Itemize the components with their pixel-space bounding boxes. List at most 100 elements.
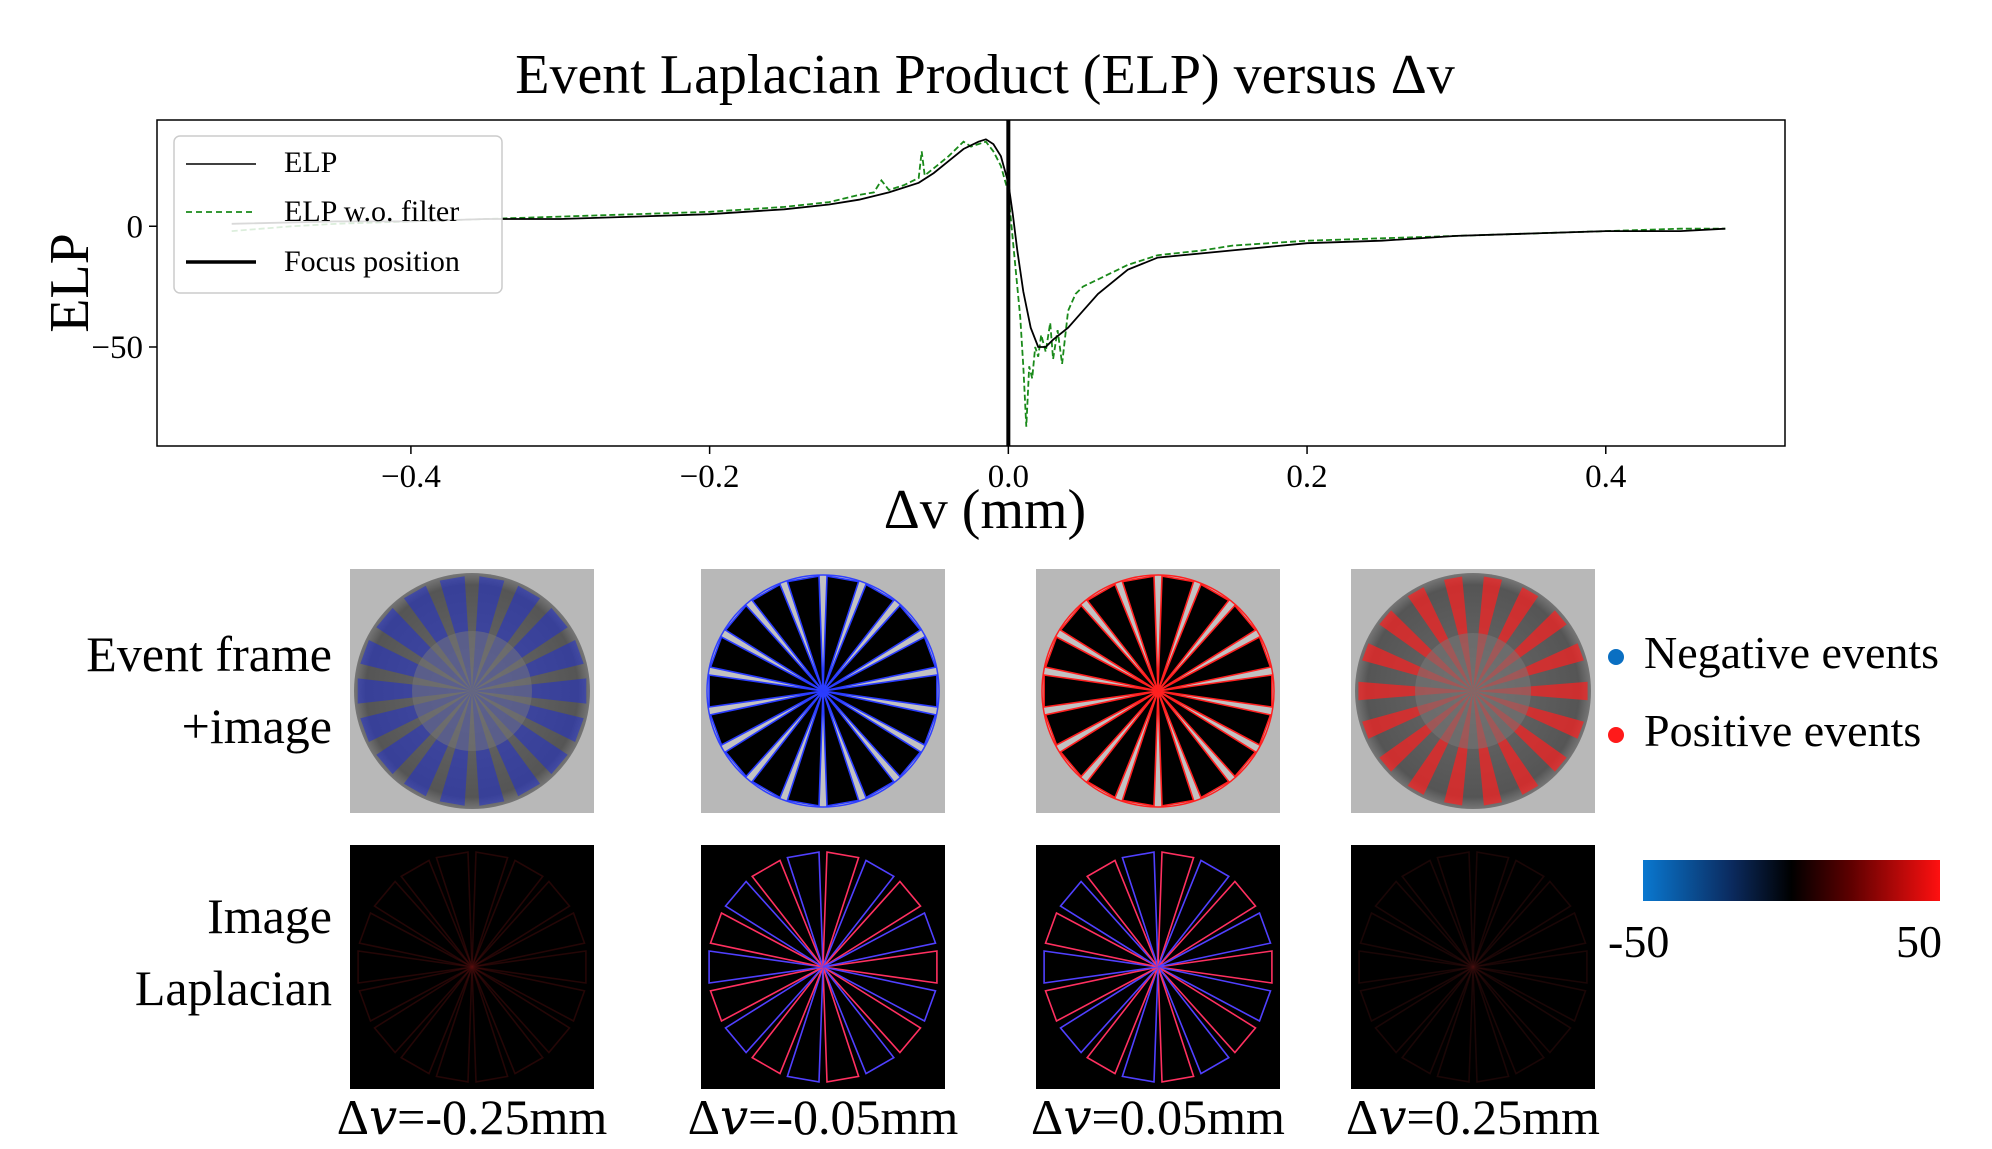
event-frame-tile-pos025	[1351, 569, 1595, 813]
star-spoke	[1157, 880, 1257, 968]
negative-dot-icon	[1608, 649, 1624, 666]
star-spoke	[1157, 690, 1257, 778]
star-spoke	[1358, 950, 1474, 984]
star-spoke	[1157, 575, 1195, 692]
star-spoke	[471, 851, 509, 968]
x-axis-label: Δv (mm)	[884, 479, 1086, 541]
star-spoke	[435, 851, 473, 968]
laplacian-tile-pos005	[1036, 845, 1280, 1089]
star-spoke	[471, 880, 571, 968]
star-spoke	[1472, 966, 1572, 1054]
star-spoke	[709, 966, 824, 1023]
star-spoke	[1043, 950, 1159, 984]
star-spoke	[708, 950, 824, 984]
star-spoke	[751, 690, 824, 799]
star-spoke	[471, 859, 544, 968]
chart-legend: ELP ELP w.o. filter Focus position	[173, 135, 503, 294]
positive-events-legend: Positive events	[1608, 704, 1921, 757]
row-label-event-frame: Event frame +image	[12, 618, 332, 762]
star-spoke	[1374, 880, 1474, 968]
star-spoke	[1472, 966, 1587, 1023]
star-spoke	[1157, 851, 1195, 968]
y-tick-label: 0	[127, 209, 144, 245]
star-spoke	[1121, 966, 1159, 1083]
star-spoke	[724, 966, 824, 1054]
star-spoke	[822, 575, 860, 692]
x-tick-label: 0.4	[1585, 459, 1626, 495]
caption-pos005: Δ𝑣=0.05mm	[1031, 1089, 1285, 1145]
laplacian-tile-neg005	[701, 845, 945, 1089]
star-spoke	[822, 851, 860, 968]
star-spoke	[1157, 966, 1257, 1054]
laplacian-colorbar	[1643, 860, 1940, 901]
negative-events-legend: Negative events	[1608, 626, 1939, 679]
star-spoke	[822, 966, 860, 1083]
row2-line2: Laplacian	[134, 960, 332, 1016]
star-spoke	[786, 966, 824, 1083]
star-spoke	[471, 966, 509, 1083]
star-spoke	[1157, 690, 1230, 799]
star-spoke	[1121, 575, 1159, 692]
star-spoke	[1472, 851, 1510, 968]
event-frame-tile-neg025	[350, 569, 594, 813]
star-spoke	[709, 911, 824, 968]
y-tick-label: −50	[91, 330, 143, 366]
star-spoke	[1401, 859, 1474, 968]
star-spoke	[1157, 674, 1273, 708]
star-spoke	[1059, 690, 1159, 778]
star-spoke	[373, 966, 473, 1054]
star-spoke	[1401, 966, 1474, 1075]
star-spoke	[1157, 690, 1195, 807]
row2-line1: Image	[207, 888, 332, 944]
star-spoke	[400, 859, 473, 968]
star-spoke	[1436, 851, 1474, 968]
star-spoke	[1157, 911, 1272, 968]
star-spoke	[1157, 583, 1230, 692]
x-tick-label: 0.2	[1286, 459, 1327, 495]
star-spoke	[1157, 690, 1272, 747]
laplacian-tile-pos025	[1351, 845, 1595, 1089]
star-spoke	[709, 690, 824, 747]
star-spoke	[471, 966, 544, 1075]
star-spoke	[1157, 859, 1230, 968]
star-spoke	[1059, 880, 1159, 968]
star-spoke	[1059, 966, 1159, 1054]
star-spoke	[1121, 851, 1159, 968]
star-spoke	[724, 690, 824, 778]
star-spoke	[1472, 966, 1545, 1075]
star-spoke	[471, 911, 586, 968]
negative-events-label: Negative events	[1644, 627, 1940, 678]
star-spoke	[357, 950, 473, 984]
event-frame-tile-pos005	[1036, 569, 1280, 813]
elp-no-filter-line	[231, 140, 1726, 427]
star-spoke	[471, 966, 586, 1023]
x-tick-label: 0.0	[988, 459, 1029, 495]
star-spoke	[400, 966, 473, 1075]
star-spoke	[1086, 966, 1159, 1075]
star-spoke	[709, 635, 824, 692]
star-spoke	[822, 966, 937, 1023]
colorbar-max-label: 50	[1896, 916, 1942, 967]
laplacian-tile-neg025	[350, 845, 594, 1089]
star-spoke	[822, 859, 895, 968]
star-spoke	[1043, 674, 1159, 708]
star-spoke	[1374, 966, 1474, 1054]
star-spoke	[822, 690, 937, 747]
caption-neg005: Δ𝑣=-0.05mm	[687, 1089, 959, 1145]
x-tick-label: −0.2	[680, 459, 740, 495]
row-label-image-laplacian: Image Laplacian	[12, 880, 332, 1024]
star-spoke	[822, 966, 922, 1054]
star-spoke	[822, 880, 922, 968]
star-spoke	[822, 966, 895, 1075]
legend-focus-position: Focus position	[284, 245, 460, 278]
row1-line2: +image	[181, 698, 332, 754]
star-spoke	[1359, 966, 1474, 1023]
plot-frame	[156, 119, 1786, 447]
star-spoke	[1436, 966, 1474, 1083]
star-spoke	[1472, 859, 1545, 968]
star-spoke	[1157, 635, 1272, 692]
elp-line	[231, 138, 1726, 348]
star-spoke	[1044, 635, 1159, 692]
star-spoke	[822, 690, 895, 799]
star-spoke	[1157, 966, 1272, 1023]
